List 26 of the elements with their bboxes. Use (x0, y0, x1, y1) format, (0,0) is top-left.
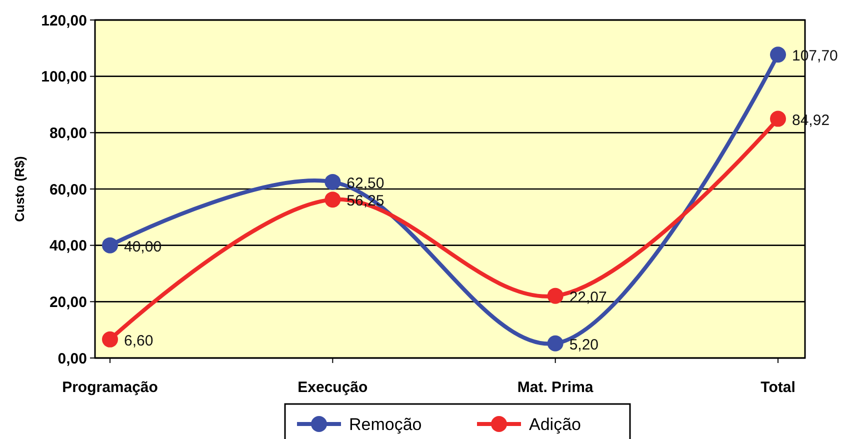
y-tick-label: 60,00 (49, 181, 87, 198)
point (547, 335, 564, 352)
point (770, 110, 786, 127)
x-tick-label: Total (760, 379, 796, 396)
data-label: 62,50 (346, 174, 384, 192)
point (324, 174, 341, 190)
point (102, 237, 118, 254)
y-tick-label: 0,00 (58, 350, 87, 368)
point (324, 192, 341, 208)
point (770, 46, 786, 63)
x-tick-label: Programação (62, 379, 158, 396)
legend-label: Adição (529, 414, 581, 434)
point (547, 288, 564, 304)
y-axis-title: Custo (R$) (12, 156, 27, 222)
data-label: 6,60 (124, 332, 154, 350)
y-tick-label: 20,00 (49, 294, 87, 311)
y-tick-label: 100,00 (41, 68, 87, 86)
point (102, 331, 118, 348)
y-tick-label: 120,00 (41, 12, 87, 30)
legend-label: Remoção (349, 414, 422, 434)
y-tick-label: 80,00 (49, 124, 87, 142)
x-tick-label: Execução (298, 379, 368, 396)
data-label: 5,20 (569, 336, 599, 354)
data-label: 56,25 (346, 192, 384, 210)
y-tick-label: 40,00 (49, 238, 87, 255)
x-tick-label: Mat. Prima (517, 379, 594, 396)
